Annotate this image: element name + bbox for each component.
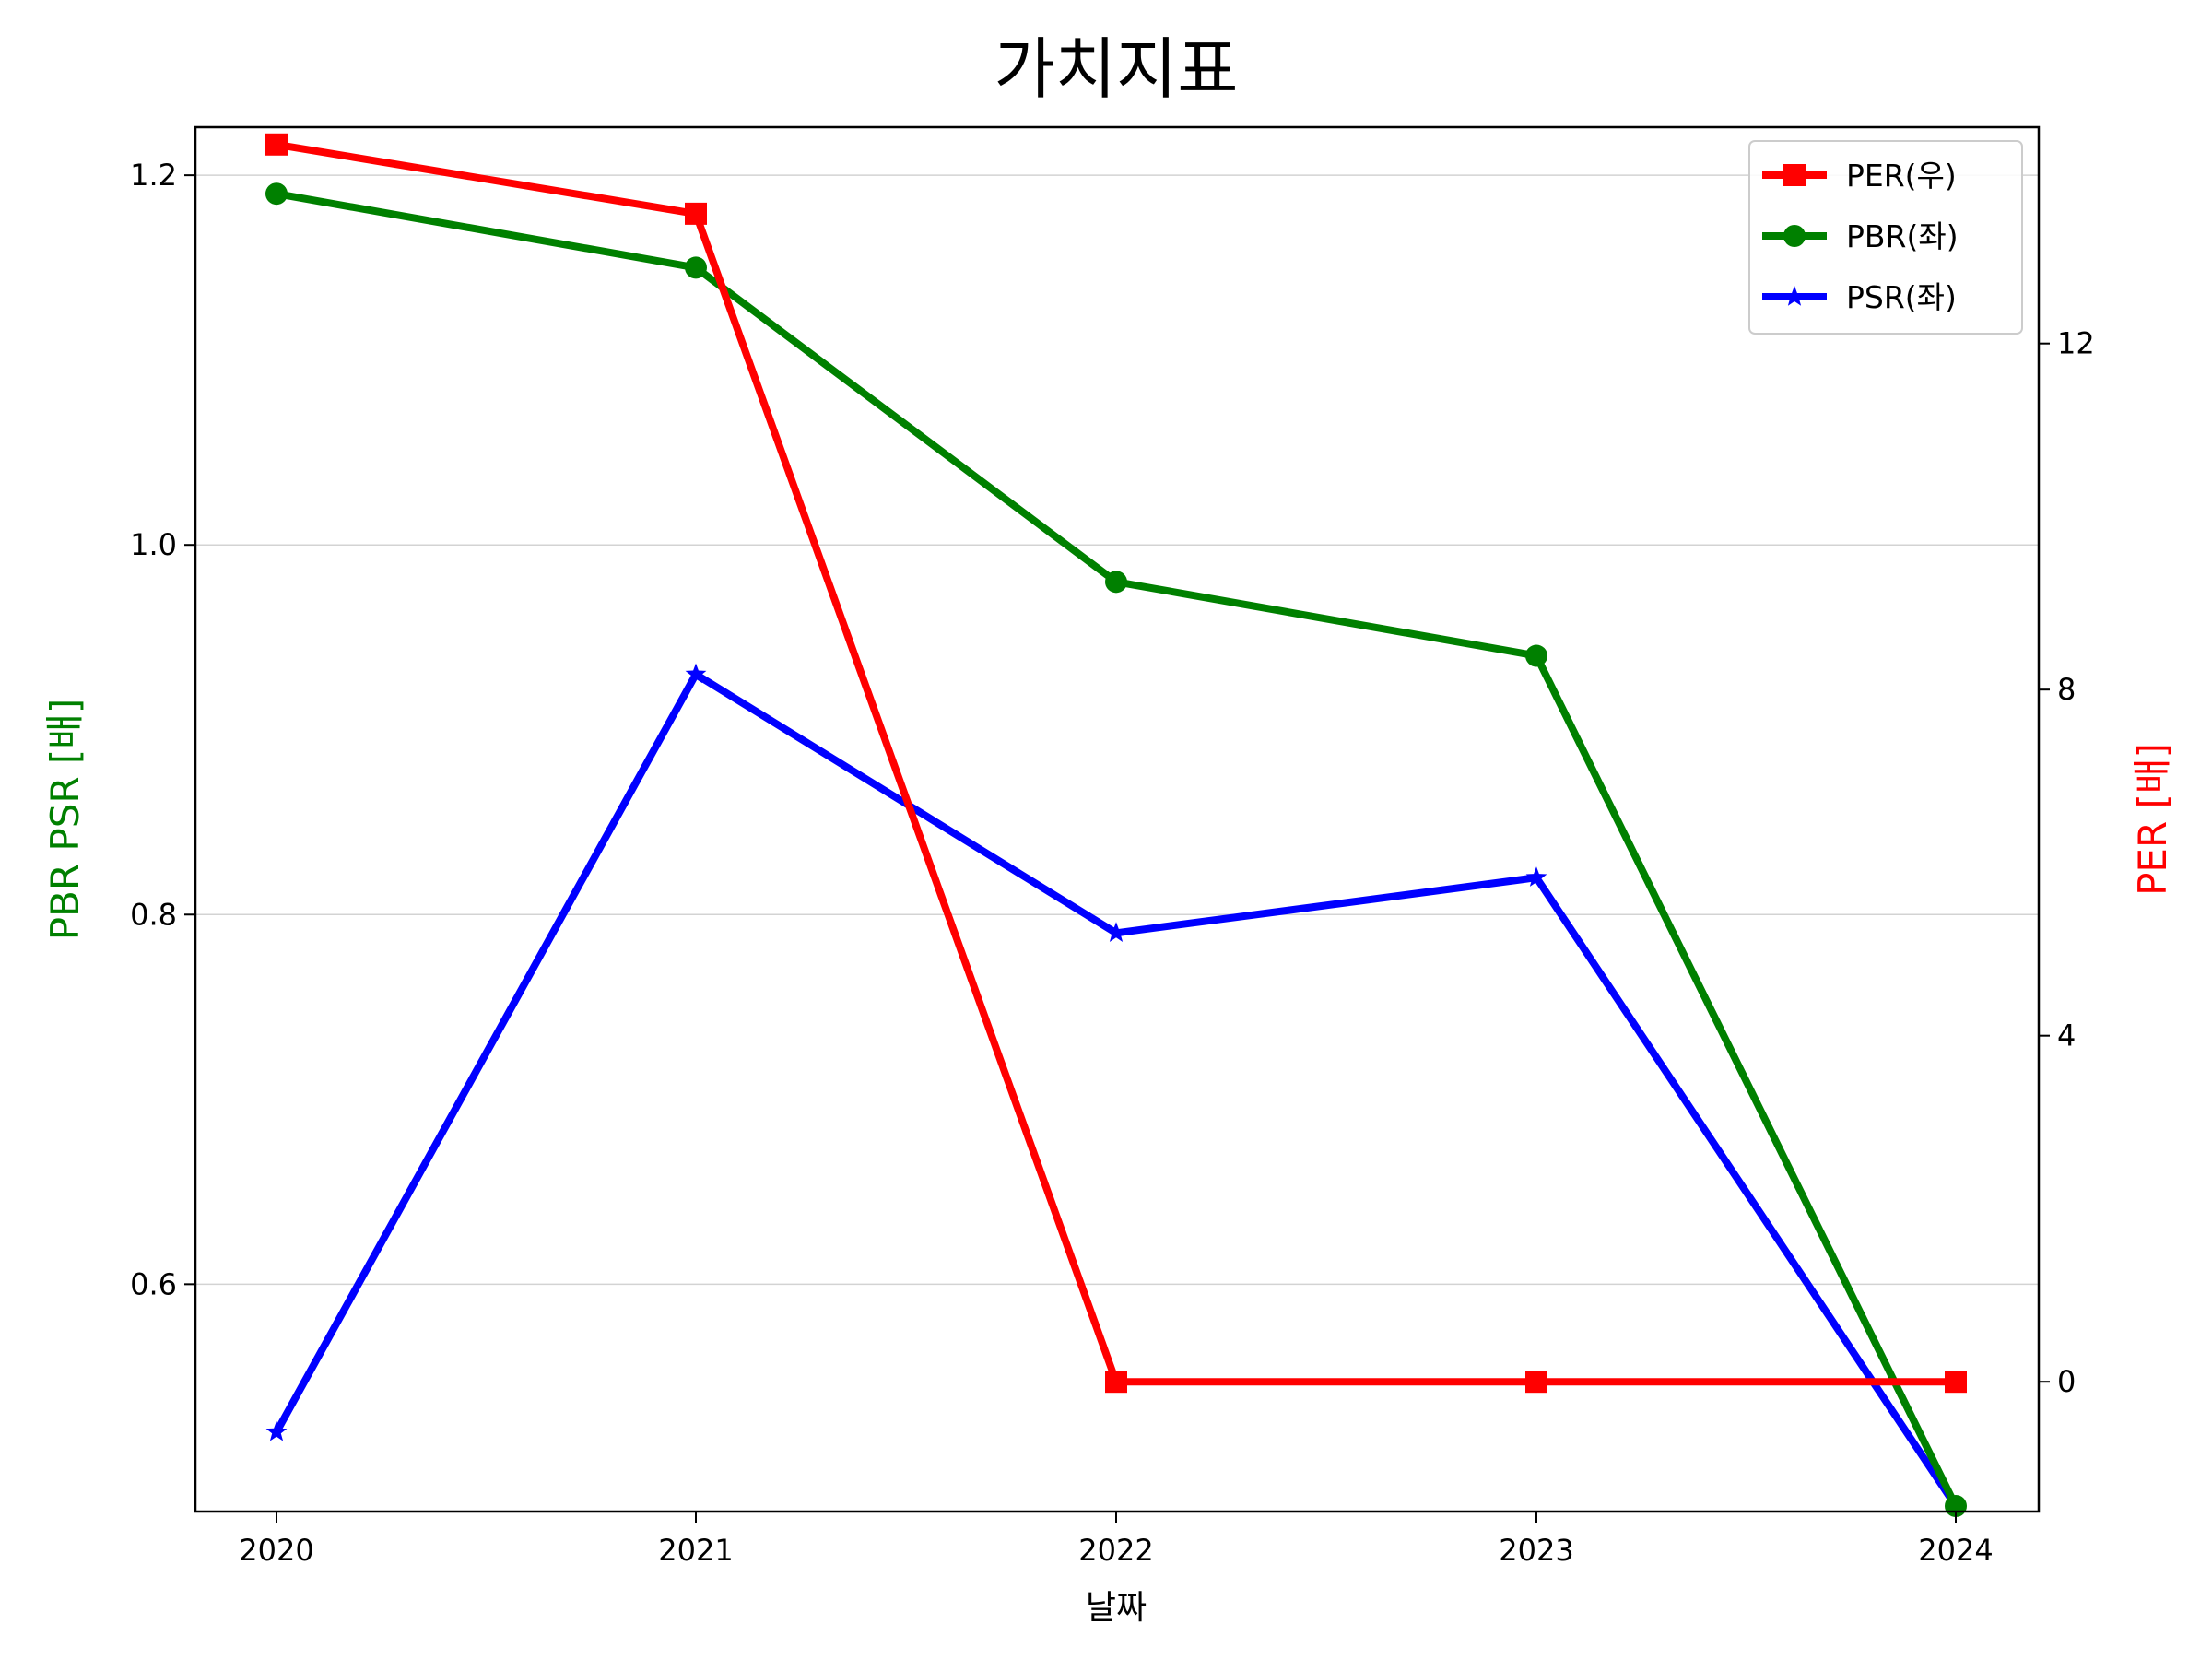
legend: PER(우) PBR(좌) PSR(좌)	[1748, 140, 2023, 335]
legend-marker-per	[1783, 164, 1806, 186]
y-axis-right: 0 4 8 12	[2039, 326, 2095, 1399]
data-point-per	[1105, 1371, 1127, 1394]
series-line-per	[276, 140, 1956, 1386]
data-point-pbr	[265, 182, 288, 206]
x-tick-label: 2022	[1078, 1533, 1153, 1568]
data-point-pbr	[685, 256, 707, 279]
y-axis-left-label: PBR PSR [배]	[42, 699, 88, 941]
gridlines	[195, 174, 2039, 1286]
x-axis: 2020 2021 2022 2023 2024	[239, 1512, 1994, 1568]
y-right-tick-label: 8	[2057, 672, 2076, 707]
legend-entry-psr: PSR(좌)	[1762, 279, 1957, 315]
y-axis-right-label: PER [배]	[2130, 743, 2175, 896]
data-point-psr	[685, 663, 707, 684]
chart-title: 가치지표	[994, 30, 1239, 108]
y-right-tick-label: 4	[2057, 1018, 2076, 1053]
series-layer	[265, 133, 1967, 1517]
x-axis-label: 날짜	[1086, 1589, 1147, 1627]
legend-box	[1748, 140, 2023, 335]
y-axis-left: 0.6 0.8 1.0 1.2	[130, 158, 195, 1301]
y-left-tick-label: 0.6	[130, 1266, 177, 1301]
data-point-psr	[265, 1420, 288, 1441]
y-right-tick-label: 0	[2057, 1364, 2076, 1399]
y-left-tick-label: 0.8	[130, 897, 177, 932]
legend-label-pbr: PBR(좌)	[1846, 218, 1959, 254]
series-line-pbr	[276, 190, 1959, 1508]
legend-marker-pbr	[1783, 225, 1806, 247]
data-point-psr	[1525, 866, 1547, 887]
y-right-tick-label: 12	[2057, 326, 2095, 361]
y-left-tick-label: 1.2	[130, 158, 177, 193]
legend-entry-pbr: PBR(좌)	[1762, 218, 1959, 254]
data-point-psr	[1105, 922, 1127, 942]
legend-label-per: PER(우)	[1846, 158, 1957, 194]
y-left-tick-label: 1.0	[130, 527, 177, 562]
data-point-pbr	[1525, 644, 1547, 667]
legend-label-psr: PSR(좌)	[1846, 279, 1957, 315]
data-point-pbr	[1105, 571, 1127, 594]
data-point-per	[685, 202, 707, 225]
legend-marker-psr	[1783, 286, 1806, 306]
plot-frame	[194, 125, 2041, 1513]
x-tick-label: 2023	[1499, 1533, 1573, 1568]
data-point-per	[1945, 1371, 1967, 1394]
legend-entry-per: PER(우)	[1762, 158, 1957, 194]
series-pbr	[265, 182, 1967, 1517]
data-point-per	[1525, 1371, 1547, 1394]
series-per	[265, 133, 1967, 1394]
x-tick-label: 2020	[239, 1533, 313, 1568]
x-tick-label: 2021	[658, 1533, 733, 1568]
x-tick-label: 2024	[1918, 1533, 1993, 1568]
data-point-per	[265, 133, 288, 156]
